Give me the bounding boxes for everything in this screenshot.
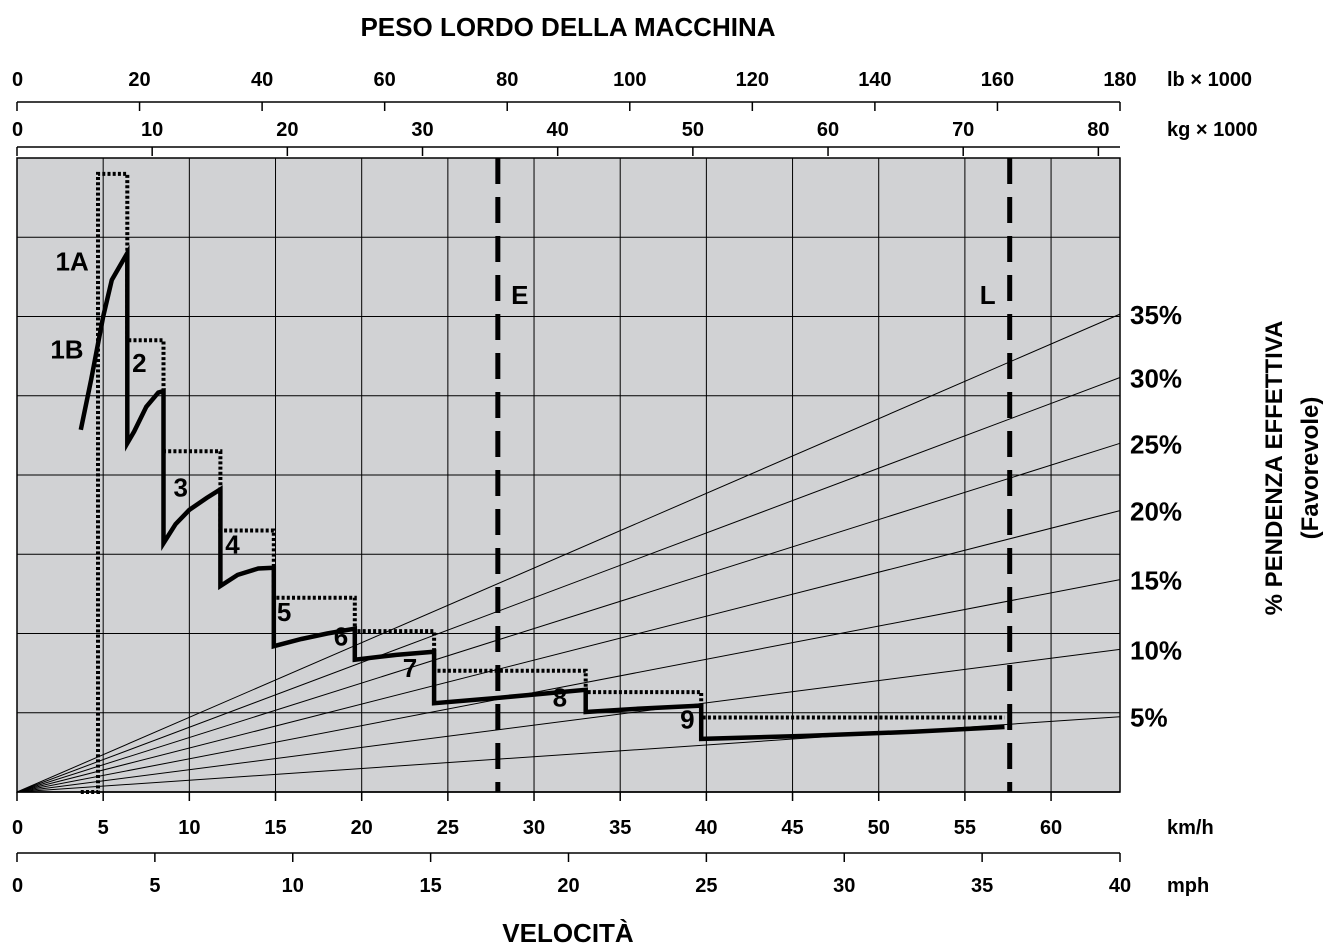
grade-line: [16, 442, 1121, 793]
axis-tick-label: 40: [251, 69, 273, 91]
grade-line: [16, 648, 1121, 793]
gear-label: 8: [553, 682, 567, 712]
axis-tick-label: 20: [276, 119, 298, 141]
axis-unit-label: km/h: [1167, 817, 1214, 839]
plot-layer: E L 1A 1B 2 3 4 5 6 7 8 9: [16, 157, 1121, 794]
axis-tick-label: 40: [1109, 875, 1131, 897]
series-line-dotted: [80, 171, 1005, 794]
gear-label: 1B: [50, 335, 83, 365]
axis-tick-label: 20: [128, 69, 150, 91]
axis-tick-label: 20: [557, 875, 579, 897]
gear-label: 2: [132, 348, 146, 378]
axis-tick-label: 80: [496, 69, 518, 91]
axis-tick-label: 120: [736, 69, 769, 91]
axis-tick-label: 15: [264, 817, 286, 839]
grade-label: 30%: [1130, 364, 1182, 394]
axis-tick-label: 35: [971, 875, 993, 897]
axis-tick-label: 40: [547, 119, 569, 141]
axis-tick-label: 180: [1103, 69, 1136, 91]
grade-line: [16, 510, 1121, 793]
axis-tick-label: 25: [437, 817, 459, 839]
axis-tick-label: 40: [695, 817, 717, 839]
speed-limit-label: L: [980, 280, 996, 310]
axis-tick-label: 160: [981, 69, 1014, 91]
gear-label: 7: [403, 653, 417, 683]
axis-tick-label: 10: [282, 875, 304, 897]
axis-tick-label: 15: [420, 875, 442, 897]
axis-tick-label: 5: [149, 875, 160, 897]
axis-tick-label: 25: [695, 875, 717, 897]
axis-unit-label: kg × 1000: [1167, 119, 1258, 141]
y-axis-title: % PENDENZA EFFETTIVA: [1261, 321, 1288, 616]
axes-layer: 5%10%15%20%25%30%35%0 20 40 60 80 100 120 140 16…: [12, 69, 1258, 897]
axis-tick-label: 0: [12, 69, 23, 91]
axis-tick-label: 30: [523, 817, 545, 839]
axis-tick-label: 60: [1040, 817, 1062, 839]
axis-tick-label: 10: [178, 817, 200, 839]
grade-line: [16, 579, 1121, 793]
axis-tick-label: 10: [141, 119, 163, 141]
grade-label: 15%: [1130, 566, 1182, 596]
y-axis-title-group: % PENDENZA EFFETTIVA (Favorevole): [1261, 321, 1324, 616]
axis-tick-label: 70: [952, 119, 974, 141]
axis-tick-label: 30: [411, 119, 433, 141]
axis-tick-label: 55: [954, 817, 976, 839]
chart-title: PESO LORDO DELLA MACCHINA: [360, 12, 775, 42]
grade-label: 25%: [1130, 429, 1182, 459]
axis-unit-label: lb × 1000: [1167, 69, 1252, 91]
axis-tick-label: 45: [781, 817, 803, 839]
gear-label: 3: [173, 472, 187, 502]
axis-tick-label: 20: [351, 817, 373, 839]
axis-tick-label: 60: [817, 119, 839, 141]
gear-label: 5: [277, 597, 291, 627]
axis-tick-label: 5: [98, 817, 109, 839]
gear-label: 4: [225, 529, 240, 559]
axis-tick-label: 140: [858, 69, 891, 91]
x-axis-title: VELOCITÀ: [502, 918, 634, 948]
grade-label: 35%: [1130, 300, 1182, 330]
series-line-solid: [78, 244, 1005, 742]
axis-tick-label: 0: [12, 817, 23, 839]
axis-tick-label: 50: [682, 119, 704, 141]
axis-tick-label: 100: [613, 69, 646, 91]
axis-tick-label: 0: [12, 119, 23, 141]
gear-label: 1A: [56, 247, 89, 277]
grade-label: 5%: [1130, 703, 1168, 733]
speed-limit-label: E: [511, 280, 528, 310]
axis-tick-label: 60: [374, 69, 396, 91]
axis-tick-label: 80: [1087, 119, 1109, 141]
axis-tick-label: 30: [833, 875, 855, 897]
axis-tick-label: 35: [609, 817, 631, 839]
axis-tick-label: 0: [12, 875, 23, 897]
grade-line: [16, 313, 1121, 793]
grade-label: 20%: [1130, 497, 1182, 527]
grade-label: 10%: [1130, 635, 1182, 665]
y-axis-subtitle: (Favorevole): [1297, 397, 1324, 540]
gear-label: 6: [334, 621, 348, 651]
axis-unit-label: mph: [1167, 875, 1209, 897]
grade-line: [16, 377, 1121, 793]
gear-label: 9: [680, 705, 694, 735]
axis-tick-label: 50: [868, 817, 890, 839]
